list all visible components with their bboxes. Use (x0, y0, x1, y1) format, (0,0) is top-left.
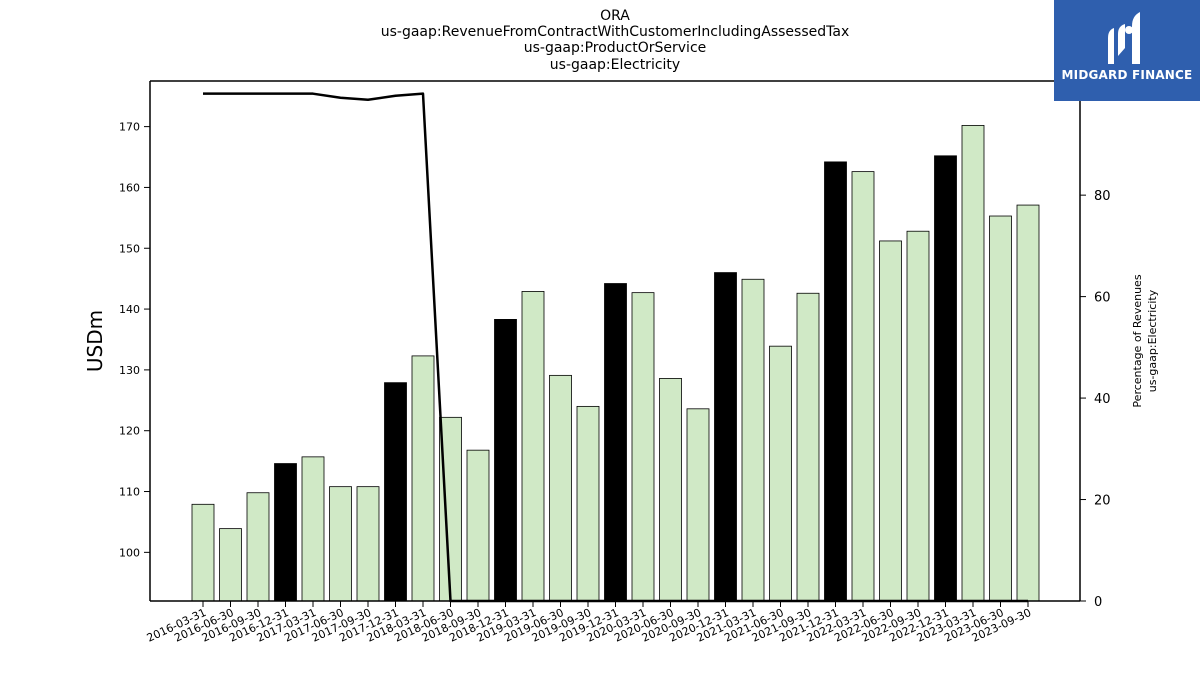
bar-2023-06-30 (989, 215, 1012, 602)
bar-2019-06-30 (549, 374, 572, 602)
y2-tick-label-40: 40 (1094, 392, 1111, 407)
bar-2017-03-31 (301, 456, 325, 602)
y-tick-label-130: 130 (119, 364, 140, 377)
bar-2017-09-30 (356, 486, 380, 602)
bar-2022-03-31 (851, 171, 875, 602)
midgard-finance-logo: MIDGARD FINANCE (1054, 0, 1200, 101)
bar-2020-06-30 (659, 378, 682, 602)
bar-2016-12-31 (274, 463, 297, 602)
y-tick-label-160: 160 (119, 181, 140, 194)
y-tick-label-150: 150 (119, 242, 140, 255)
y-tick-label-140: 140 (119, 303, 140, 316)
bar-2023-09-30 (1016, 204, 1040, 602)
bar-2021-06-30 (769, 345, 792, 602)
chart-title-line-1: ORA (600, 8, 630, 24)
bar-2022-09-30 (906, 230, 930, 602)
chart-title-line-4: us-gaap:Electricity (549, 57, 681, 73)
bar-2023-03-31 (961, 124, 985, 602)
y-tick-label-170: 170 (119, 121, 140, 134)
bar-2020-09-30 (686, 408, 710, 602)
y-axis-label: USDm (83, 310, 107, 372)
bar-2018-03-31 (411, 355, 435, 602)
chart-title-line-2: us-gaap:RevenueFromContractWithCustomerI… (380, 24, 850, 40)
bar-2021-12-31 (824, 161, 847, 602)
bar-2018-09-30 (466, 449, 490, 602)
y-tick-label-110: 110 (119, 486, 140, 499)
y2-axis-label-line-1: Percentage of Revenues (1131, 274, 1144, 407)
chart-title-line-3: us-gaap:ProductOrService (523, 40, 707, 56)
bar-2017-06-30 (329, 486, 352, 602)
y-tick-label-120: 120 (119, 425, 140, 438)
bar-2019-03-31 (521, 291, 545, 602)
bar-2018-12-31 (494, 319, 517, 602)
logo-text: MIDGARD FINANCE (1061, 68, 1193, 82)
bar-2022-06-30 (879, 240, 902, 602)
bar-2022-12-31 (934, 155, 957, 602)
y2-tick-label-80: 80 (1094, 189, 1111, 204)
bar-2021-03-31 (741, 278, 765, 602)
y2-tick-label-60: 60 (1094, 291, 1111, 306)
bar-2016-06-30 (219, 528, 242, 602)
bar-2020-03-31 (631, 292, 655, 602)
y2-tick-label-0: 0 (1094, 595, 1102, 610)
bar-2017-12-31 (384, 382, 407, 602)
bar-2019-09-30 (576, 405, 600, 602)
bar-2016-03-31 (191, 503, 215, 602)
y-tick-label-100: 100 (119, 546, 140, 559)
bar-2016-09-30 (246, 492, 270, 602)
bars-layer (191, 124, 1040, 602)
bar-2021-09-30 (796, 292, 820, 602)
bar-2019-12-31 (604, 283, 627, 602)
bar-2020-12-31 (714, 272, 737, 602)
y2-tick-label-20: 20 (1094, 494, 1111, 509)
logo-mark-icon (1108, 12, 1140, 64)
y2-axis-label-line-2: us-gaap:Electricity (1146, 289, 1159, 392)
